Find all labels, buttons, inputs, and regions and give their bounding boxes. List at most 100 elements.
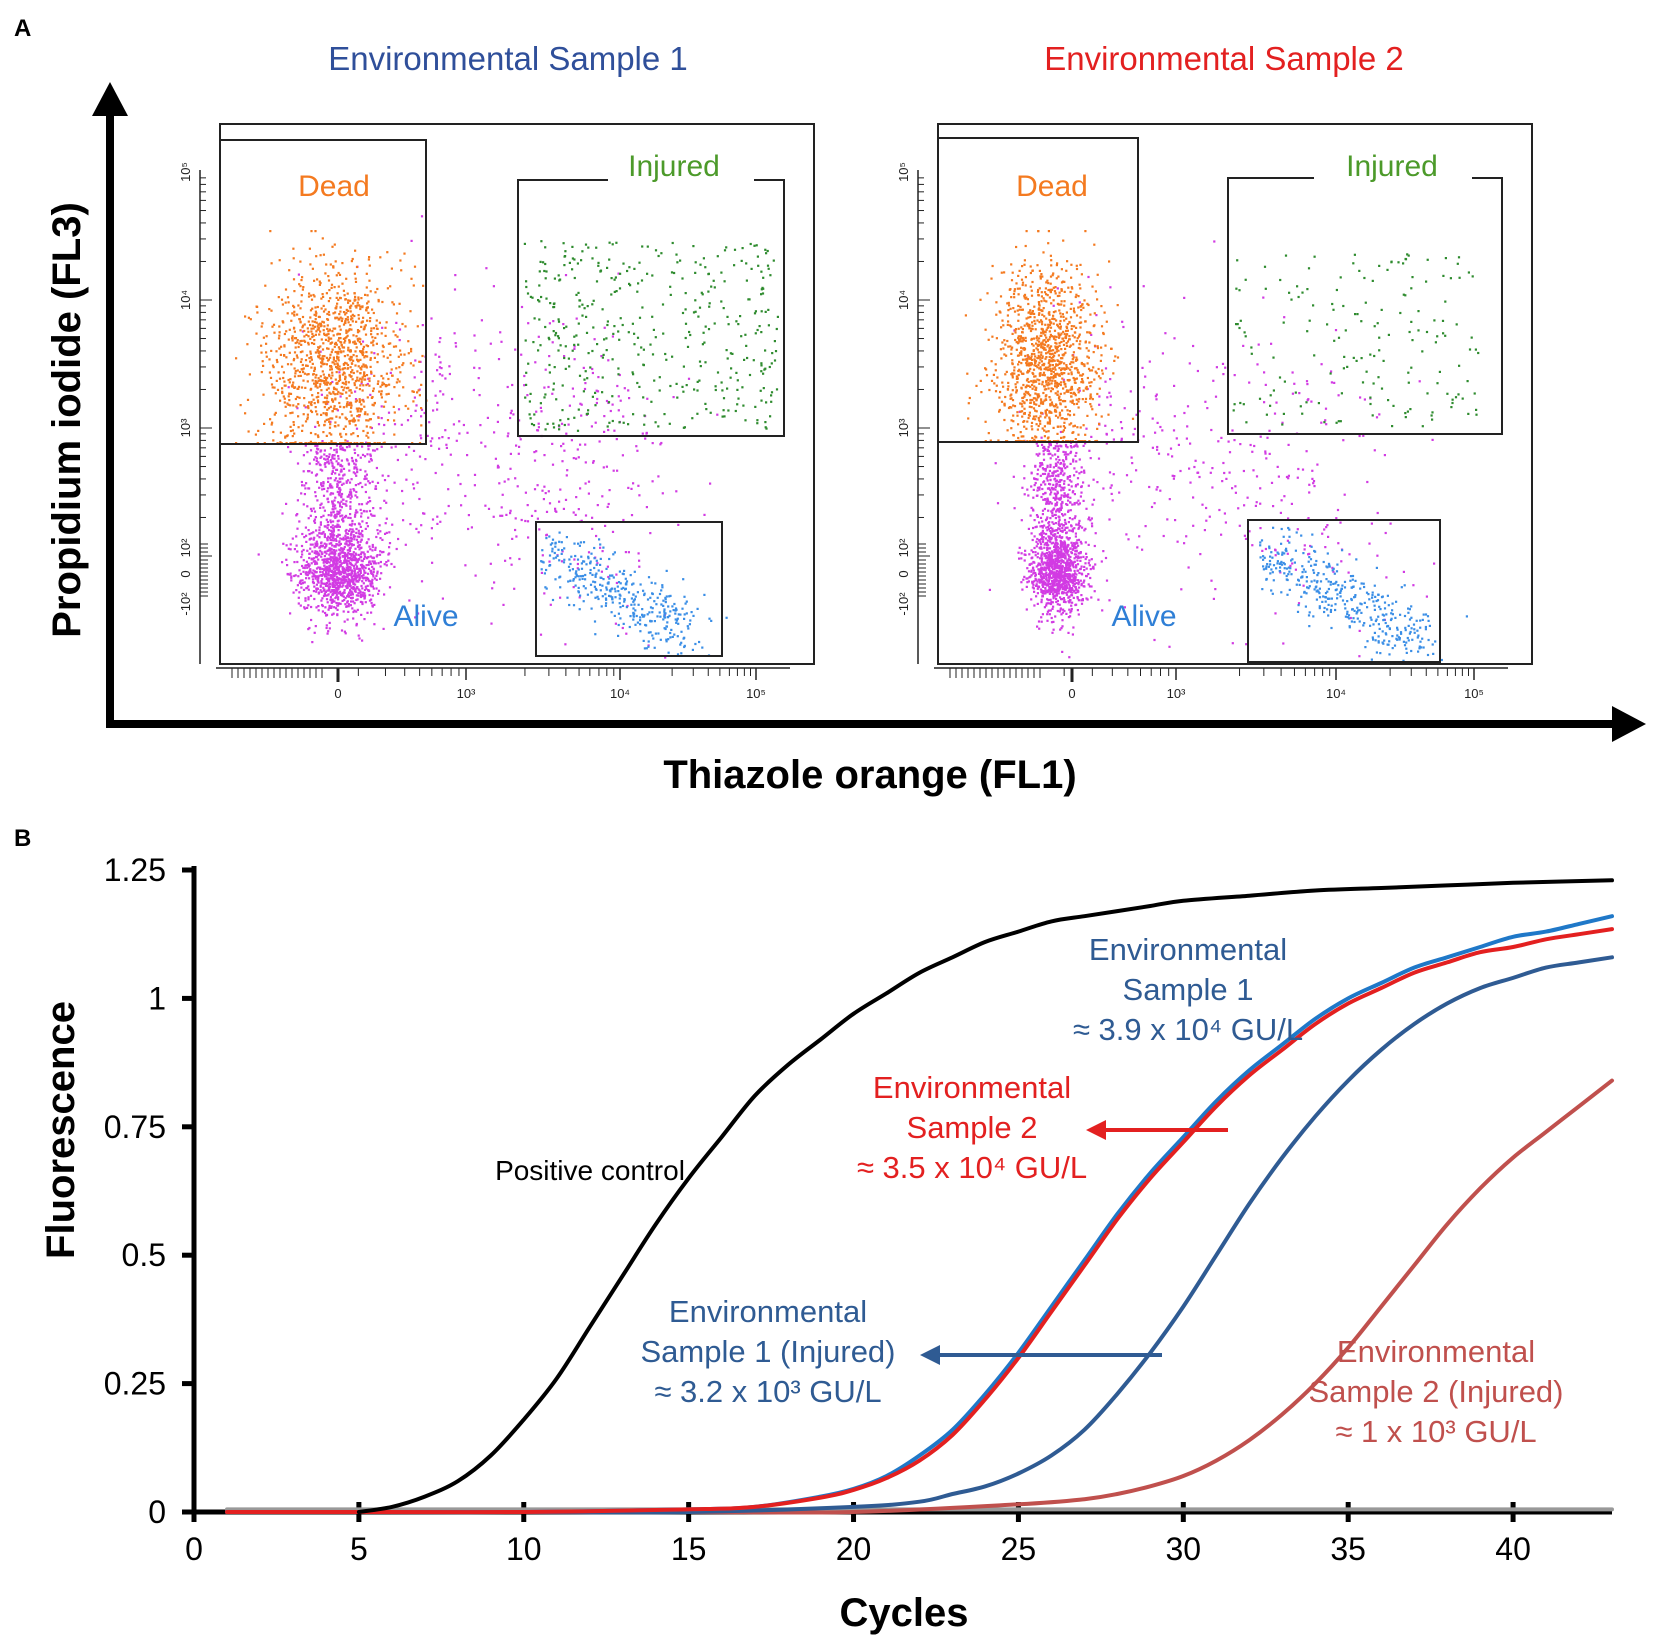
event-dot — [316, 399, 320, 402]
event-dot — [399, 371, 402, 374]
event-dot — [361, 587, 364, 590]
event-dot — [349, 537, 352, 540]
event-dot — [334, 507, 337, 510]
event-dot — [342, 448, 345, 451]
event-dot — [344, 556, 347, 559]
event-dot — [545, 510, 549, 513]
event-dot — [359, 384, 362, 387]
event-dot — [1051, 521, 1054, 524]
event-dot — [346, 583, 349, 586]
event-dot — [657, 425, 660, 428]
event-dot — [611, 574, 614, 577]
event-dot — [430, 444, 433, 447]
event-dot — [1045, 477, 1048, 480]
event-dot — [1051, 631, 1054, 634]
event-dot — [303, 581, 306, 584]
event-dot — [273, 413, 276, 416]
event-dot — [341, 381, 344, 384]
event-dot — [1055, 582, 1058, 585]
event-dot — [356, 471, 359, 474]
event-dot — [610, 293, 613, 296]
event-dot — [360, 584, 363, 588]
event-dot — [313, 382, 316, 385]
event-dot — [262, 336, 265, 339]
event-dot — [489, 342, 492, 345]
event-dot — [623, 598, 626, 601]
event-dot — [328, 313, 331, 316]
event-dot — [1056, 599, 1059, 603]
event-dot — [1049, 602, 1053, 606]
event-dot — [388, 383, 391, 386]
event-dot — [601, 356, 604, 359]
event-dot — [757, 264, 760, 267]
event-dot — [578, 305, 581, 308]
event-dot — [304, 406, 307, 409]
event-dot — [354, 350, 357, 353]
event-dot — [362, 551, 365, 554]
event-dot — [348, 350, 351, 353]
event-dot — [675, 490, 678, 493]
event-dot — [350, 391, 353, 394]
event-dot — [333, 580, 336, 583]
event-dot — [331, 544, 334, 547]
event-dot — [557, 320, 561, 323]
event-dot — [415, 527, 418, 530]
event-dot — [335, 535, 338, 538]
event-dot — [297, 345, 300, 349]
event-dot — [593, 546, 596, 550]
event-dot — [379, 256, 382, 259]
event-dot — [385, 531, 388, 534]
event-dot — [383, 479, 387, 482]
event-dot — [770, 391, 774, 394]
event-dot — [722, 409, 725, 412]
event-dot — [377, 423, 381, 426]
event-dot — [355, 624, 358, 627]
event-dot — [299, 329, 302, 332]
event-dot — [293, 326, 296, 329]
event-dot — [375, 324, 378, 327]
event-dot — [302, 286, 305, 289]
event-dot — [413, 376, 416, 379]
event-dot — [371, 582, 374, 585]
event-dot — [577, 322, 580, 325]
event-dot — [327, 568, 330, 571]
event-dot — [279, 431, 282, 434]
event-dot — [1057, 560, 1060, 564]
event-dot — [566, 596, 569, 599]
event-dot — [687, 627, 690, 630]
event-dot — [324, 272, 327, 275]
event-dot — [1047, 509, 1050, 512]
event-dot — [388, 546, 391, 549]
event-dot — [1035, 595, 1038, 598]
event-dot — [389, 360, 392, 363]
event-dot — [583, 387, 587, 391]
event-dot — [753, 312, 757, 315]
event-dot — [596, 504, 599, 507]
event-dot — [367, 377, 370, 380]
event-dot — [328, 484, 331, 487]
event-dot — [1061, 611, 1064, 614]
event-dot — [643, 414, 646, 417]
event-dot — [1074, 547, 1077, 550]
event-dot — [335, 588, 338, 591]
event-dot — [311, 362, 314, 365]
event-dot — [554, 578, 557, 581]
event-dot — [350, 574, 353, 577]
event-dot — [326, 594, 329, 597]
event-dot — [1049, 576, 1052, 579]
event-dot — [356, 337, 359, 341]
event-dot — [594, 573, 597, 577]
event-dot — [330, 433, 333, 436]
event-dot — [316, 550, 319, 553]
event-dot — [323, 582, 326, 585]
event-dot — [621, 626, 624, 630]
event-dot — [660, 603, 663, 606]
event-dot — [589, 561, 592, 565]
event-dot — [293, 351, 297, 354]
event-dot — [455, 439, 458, 442]
event-dot — [1058, 534, 1061, 537]
event-dot — [373, 603, 376, 606]
event-dot — [345, 405, 348, 408]
event-dot — [535, 450, 538, 453]
event-dot — [1049, 457, 1052, 460]
